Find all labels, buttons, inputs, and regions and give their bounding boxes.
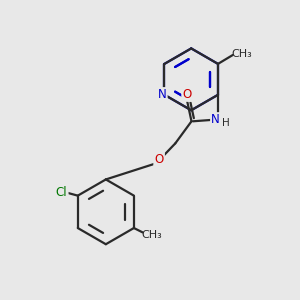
Text: N: N (211, 113, 220, 126)
Text: CH₃: CH₃ (231, 49, 252, 58)
Text: Cl: Cl (56, 186, 68, 199)
Text: H: H (222, 118, 230, 128)
Text: O: O (182, 88, 192, 101)
Text: N: N (158, 88, 167, 101)
Text: O: O (154, 153, 164, 166)
Text: CH₃: CH₃ (141, 230, 162, 240)
